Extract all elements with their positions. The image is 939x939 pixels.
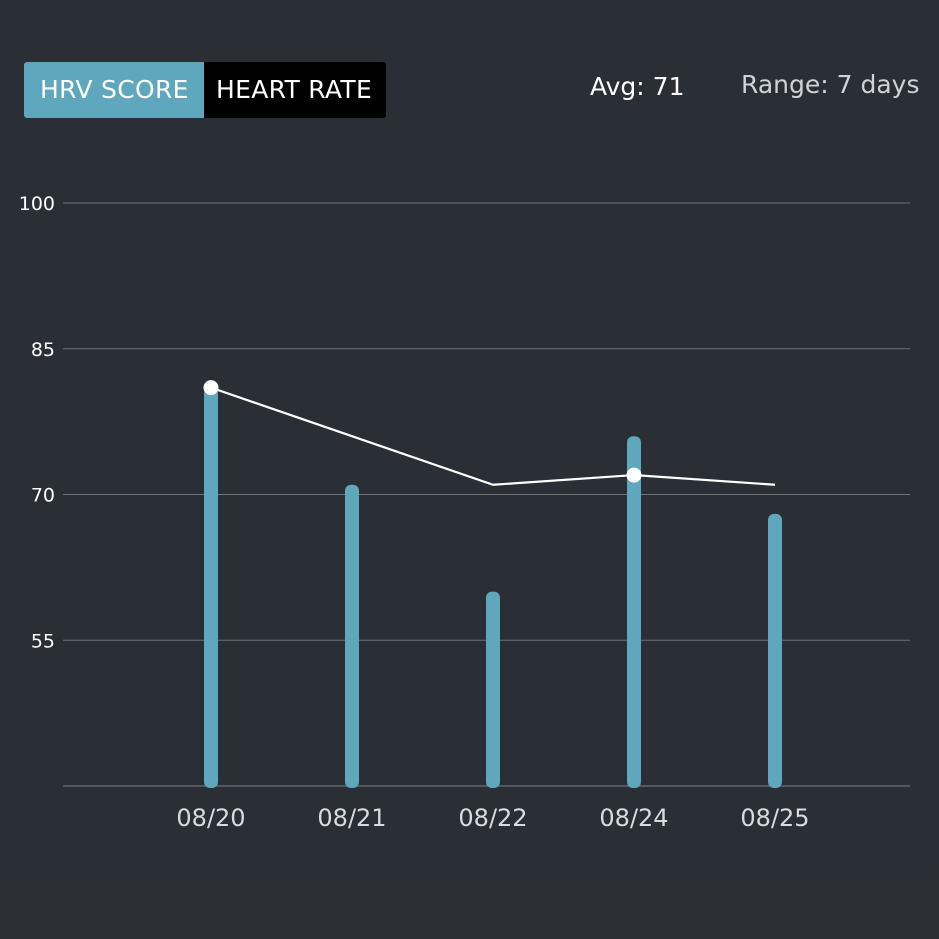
x-tick-label: 08/22 (458, 804, 527, 832)
bar-08-20 (204, 387, 218, 788)
average-label: Avg: 71 (590, 72, 685, 101)
y-tick-label: 85 (31, 339, 55, 361)
hrv-score-tab[interactable]: HRV SCORE (24, 62, 204, 118)
y-tick-label: 70 (31, 485, 55, 507)
average-trend-line (210, 386, 776, 486)
bar-08-24 (627, 436, 641, 788)
range-selector[interactable]: Range: 7 days (741, 70, 920, 99)
bar-08-22 (486, 591, 500, 788)
trend-point-08-20 (203, 380, 219, 396)
trend-point-08-24 (626, 467, 642, 483)
x-tick-label: 08/24 (599, 804, 668, 832)
chart-card (0, 0, 939, 900)
metric-toggle: HRV SCORE HEART RATE (24, 62, 387, 118)
bottom-strip (0, 880, 939, 939)
bar-08-21 (345, 484, 359, 788)
y-tick-label: 55 (31, 630, 55, 652)
x-tick-label: 08/25 (740, 804, 809, 832)
x-tick-label: 08/21 (317, 804, 386, 832)
heart-rate-tab[interactable]: HEART RATE (204, 62, 387, 118)
y-tick-label: 100 (19, 193, 55, 215)
x-tick-label: 08/20 (176, 804, 245, 832)
bar-08-25 (768, 513, 782, 788)
